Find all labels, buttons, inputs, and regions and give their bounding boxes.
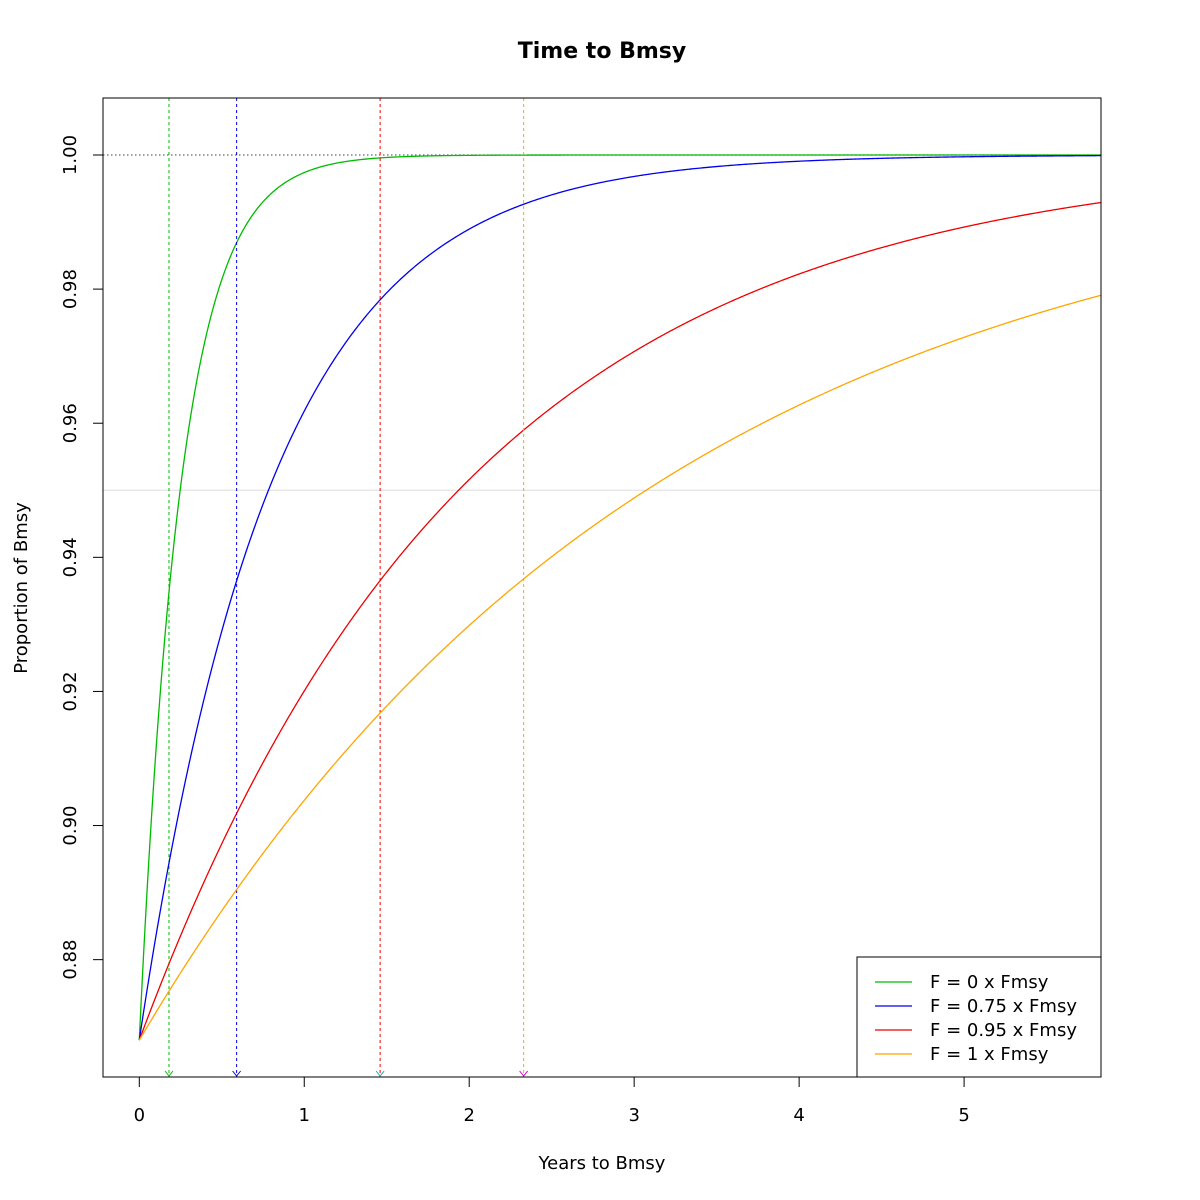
- x-tick-label: 4: [793, 1105, 804, 1126]
- y-tick-label: 0.98: [60, 269, 81, 309]
- x-axis-title: Years to Bmsy: [538, 1153, 666, 1174]
- legend: F = 0 x Fmsy F = 0.75 x Fmsy F = 0.95 x Fm…: [856, 956, 1102, 1078]
- plot-area: [103, 98, 1101, 1077]
- series-line-2: [138, 201, 1101, 1041]
- legend-label-0: F = 0 x Fmsy: [930, 972, 1049, 993]
- plot-frame: [102, 97, 1102, 1078]
- x-tick-label: 3: [628, 1105, 639, 1126]
- x-tick-label: 1: [299, 1105, 310, 1126]
- y-tick-label: 0.88: [60, 940, 81, 980]
- x-tick-label: 0: [134, 1105, 145, 1126]
- series-line-3: [138, 294, 1101, 1041]
- legend-label-2: F = 0.95 x Fmsy: [930, 1020, 1077, 1041]
- time-to-bmsy-marker-2: [375, 1070, 385, 1077]
- x-axis: 0 1 2 3 4 5: [134, 1076, 970, 1126]
- legend-box: [856, 956, 1102, 1078]
- y-tick-label: 1.00: [60, 135, 81, 175]
- x-tick-label: 5: [958, 1105, 969, 1126]
- y-tick-label: 0.90: [60, 806, 81, 846]
- series-line-1: [138, 154, 1101, 1041]
- y-tick-label: 0.94: [60, 537, 81, 577]
- time-to-bmsy-marker-1: [232, 1070, 242, 1077]
- time-to-bmsy-marker-0: [164, 1070, 174, 1077]
- time-to-bmsy-marker-3: [519, 1070, 529, 1077]
- legend-label-1: F = 0.75 x Fmsy: [930, 996, 1077, 1017]
- y-tick-label: 0.96: [60, 403, 81, 443]
- y-axis-title: Proportion of Bmsy: [11, 502, 32, 674]
- y-axis: 0.88 0.90 0.92 0.94 0.96 0.98 1.00: [60, 135, 104, 980]
- chart-title: Time to Bmsy: [518, 39, 686, 64]
- legend-label-3: F = 1 x Fmsy: [930, 1044, 1049, 1065]
- x-tick-label: 2: [463, 1105, 474, 1126]
- series-line-0: [138, 154, 1101, 1041]
- y-tick-label: 0.92: [60, 671, 81, 711]
